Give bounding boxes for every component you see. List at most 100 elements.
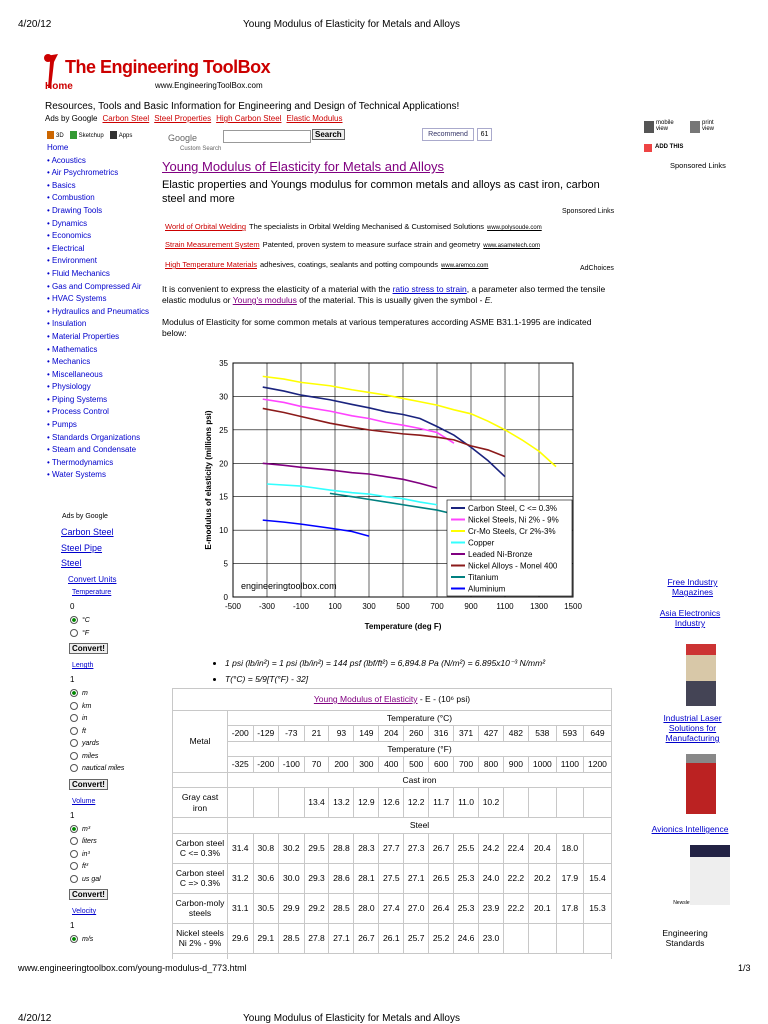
unit-option[interactable]: ft³ (70, 862, 88, 870)
search-button[interactable]: Search (312, 129, 345, 140)
nav-link[interactable]: Dynamics (47, 218, 155, 231)
search-input[interactable] (223, 130, 311, 143)
top-link[interactable]: Carbon Steel (102, 114, 150, 123)
nav-link[interactable]: Pumps (47, 419, 155, 432)
top-link[interactable]: Steel Properties (154, 114, 212, 123)
radio[interactable] (70, 739, 78, 747)
right-ad[interactable]: Industrial Laser Solutions for Manufactu… (663, 713, 722, 743)
input-value[interactable]: 1 (70, 921, 75, 930)
unit-option[interactable]: liters (70, 837, 97, 845)
radio[interactable] (70, 689, 78, 697)
radio[interactable] (70, 874, 78, 883)
link[interactable]: Young's modulus (232, 295, 297, 305)
nav-link[interactable]: Insulation (47, 318, 155, 331)
nav-link[interactable]: Combustion (47, 192, 155, 205)
radio[interactable] (70, 714, 78, 722)
input-value[interactable]: 1 (70, 810, 75, 820)
nav-link[interactable]: Drawing Tools (47, 205, 155, 218)
nav-link[interactable]: Mathematics (47, 344, 155, 357)
unit-option[interactable]: ft (70, 726, 86, 735)
unit-option[interactable]: miles (70, 751, 98, 760)
nav-link[interactable]: Gas and Compressed Air (47, 281, 155, 294)
ad-url[interactable]: www.polysoude.com (487, 225, 542, 231)
radio[interactable] (70, 751, 78, 760)
mobile-view[interactable]: mobile view (656, 120, 674, 132)
radio[interactable] (70, 837, 78, 845)
radio[interactable] (70, 616, 78, 624)
converter-title[interactable]: Convert Units (68, 575, 117, 584)
right-ad[interactable]: Asia Electronics Industry (659, 608, 721, 628)
top-link[interactable]: High Carbon Steel (216, 114, 282, 123)
nav-link[interactable]: Environment (47, 255, 155, 268)
nav-link[interactable]: Miscellaneous (47, 369, 155, 382)
nav-link[interactable]: HVAC Systems (47, 293, 155, 306)
unit-option[interactable]: m (70, 689, 88, 697)
unit-option[interactable]: yards (70, 739, 99, 747)
nav-link[interactable]: Home (47, 143, 69, 152)
nav-link[interactable]: Economics (47, 230, 155, 243)
top-link[interactable]: Elastic Modulus (286, 114, 343, 123)
unit-option[interactable]: °F (70, 628, 89, 637)
input-value[interactable]: 1 (70, 675, 75, 684)
unit-group[interactable]: Temperature (72, 589, 112, 596)
unit-option[interactable]: us gal (70, 874, 101, 883)
print-view[interactable]: print view (702, 120, 715, 132)
icon-label[interactable]: 3D (56, 132, 64, 139)
unit-option[interactable]: m³ (70, 824, 90, 833)
right-ad[interactable]: Free Industry Magazines (667, 577, 718, 597)
right-ad[interactable]: Avionics Intelligence (651, 824, 729, 834)
nav-link[interactable]: Thermodynamics (47, 457, 155, 470)
unit-option[interactable]: °C (70, 616, 90, 624)
nav-link[interactable]: Process Control (47, 406, 155, 419)
nav-link[interactable]: Piping Systems (47, 394, 155, 407)
ad-title[interactable]: High Temperature Materials (165, 260, 257, 269)
unit-group[interactable]: Volume (72, 797, 96, 805)
unit-option[interactable]: m/s (70, 935, 93, 943)
convert-button[interactable]: Convert! (69, 889, 108, 900)
convert-button[interactable]: Convert! (69, 643, 108, 654)
home-link[interactable]: Home (45, 81, 73, 92)
unit-option[interactable]: in (70, 714, 87, 722)
ad-url[interactable]: www.asametech.com (483, 243, 540, 249)
nav-link[interactable]: Air Psychrometrics (47, 167, 155, 180)
nav-link[interactable]: Material Properties (47, 331, 155, 344)
nav-link[interactable]: Basics (47, 180, 155, 193)
recommend-button[interactable]: Recommend (422, 128, 474, 141)
unit-option[interactable]: km (70, 701, 91, 710)
nav-link[interactable]: Physiology (47, 381, 155, 394)
convert-button[interactable]: Convert! (69, 778, 108, 790)
nav-link[interactable]: Standards Organizations (47, 432, 155, 445)
nav-link[interactable]: Steam and Condensate (47, 444, 155, 457)
link[interactable]: ratio stress to strain (392, 284, 467, 294)
unit-option[interactable]: nautical miles (70, 764, 124, 772)
icon-label[interactable]: Apps (118, 132, 133, 139)
addthis[interactable]: ADD THIS (655, 144, 684, 150)
unit-group[interactable]: Velocity (72, 908, 97, 915)
ad-title[interactable]: World of Orbital Welding (165, 222, 247, 231)
radio[interactable] (70, 764, 78, 772)
ad-link[interactable]: Carbon Steel (61, 527, 114, 537)
radio[interactable] (70, 935, 78, 943)
nav-link[interactable]: Fluid Mechanics (47, 268, 155, 281)
input-value[interactable]: 0 (70, 602, 75, 611)
ad-link[interactable]: Steel (61, 558, 82, 568)
ad-title[interactable]: Strain Measurement System (165, 240, 260, 249)
caption-link[interactable]: Young Modulus of Elasticity (313, 694, 418, 704)
icon-label[interactable]: Sketchup (78, 132, 104, 139)
unit-group[interactable]: Length (72, 662, 94, 669)
nav-link[interactable]: Water Systems (47, 469, 155, 482)
radio[interactable] (70, 862, 78, 870)
adchoices[interactable]: AdChoices (580, 265, 614, 272)
nav-link[interactable]: Hydraulics and Pneumatics (47, 306, 155, 319)
radio[interactable] (70, 824, 78, 833)
radio[interactable] (70, 849, 78, 858)
nav-link[interactable]: Mechanics (47, 356, 155, 369)
radio[interactable] (70, 701, 78, 710)
radio[interactable] (70, 628, 78, 637)
unit-option[interactable]: in³ (70, 849, 90, 858)
ad-url[interactable]: www.aremco.com (441, 263, 489, 269)
nav-link[interactable]: Electrical (47, 243, 155, 256)
nav-link[interactable]: Acoustics (47, 155, 155, 168)
radio[interactable] (70, 726, 78, 735)
ad-link[interactable]: Steel Pipe (61, 542, 103, 553)
